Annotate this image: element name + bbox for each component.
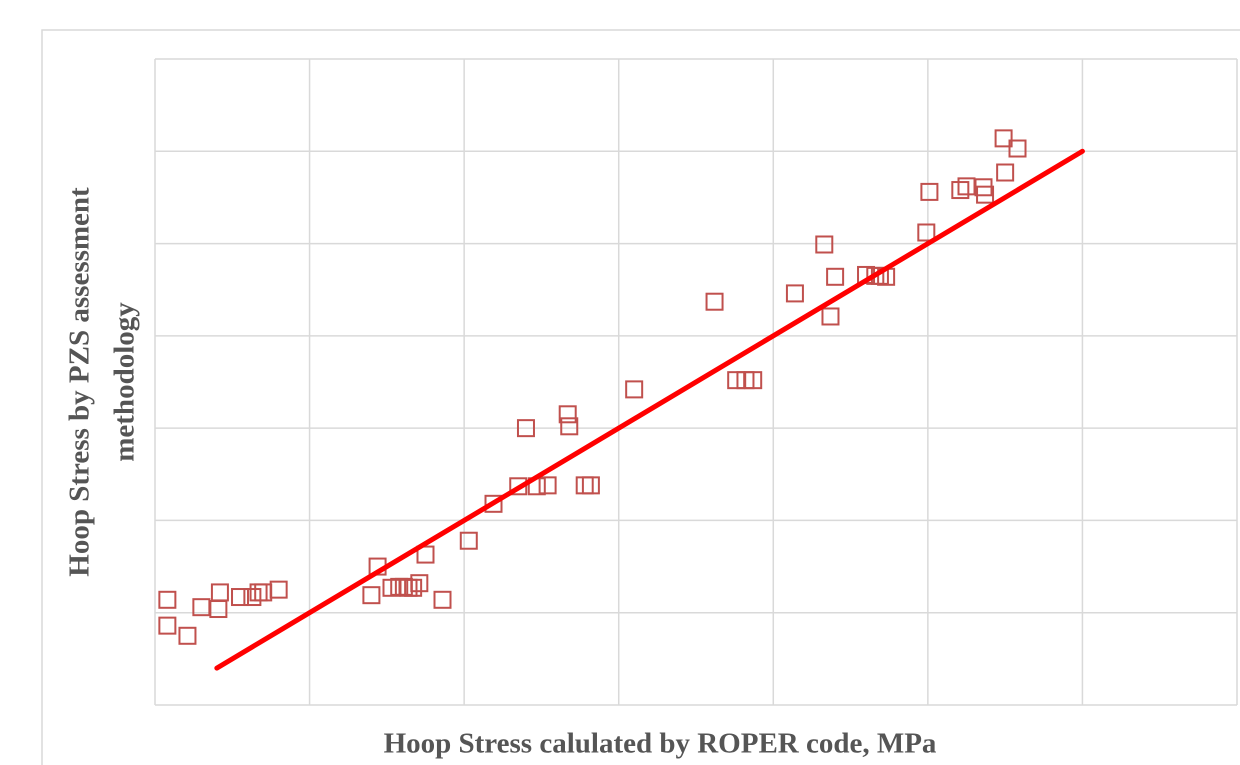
marker: [625, 380, 644, 399]
marker: [231, 588, 250, 607]
marker: [920, 182, 939, 201]
marker: [410, 574, 429, 593]
marker: [192, 598, 211, 617]
marker: [516, 419, 535, 438]
marker: [269, 580, 288, 599]
fit-line: [214, 148, 1085, 671]
marker: [1008, 139, 1027, 158]
marker: [976, 185, 995, 204]
marker: [917, 223, 936, 242]
marker: [727, 371, 746, 390]
marker: [484, 494, 503, 513]
marker: [994, 129, 1013, 148]
marker: [744, 371, 763, 390]
marker: [581, 476, 600, 495]
marker: [362, 586, 381, 605]
marker: [957, 177, 976, 196]
marker: [459, 531, 478, 550]
marker: [416, 545, 435, 564]
marker: [509, 477, 528, 496]
marker: [158, 590, 177, 609]
marker: [951, 181, 970, 200]
marker: [538, 476, 557, 495]
marker: [785, 284, 804, 303]
marker: [158, 616, 177, 635]
marker: [243, 588, 262, 607]
marker: [560, 417, 579, 436]
marker: [558, 405, 577, 424]
marker: [996, 163, 1015, 182]
x-axis-label: Hoop Stress calulated by ROPER code, MPa: [384, 728, 937, 760]
marker: [705, 292, 724, 311]
marker: [826, 267, 845, 286]
marker: [815, 235, 834, 254]
y-axis-label: methodology: [109, 302, 141, 462]
marker: [404, 578, 423, 597]
marker: [210, 583, 229, 602]
marker: [433, 590, 452, 609]
marker: [178, 626, 197, 645]
marker: [821, 307, 840, 326]
y-axis-label: Hoop Stress by PZS assessment: [64, 187, 96, 577]
